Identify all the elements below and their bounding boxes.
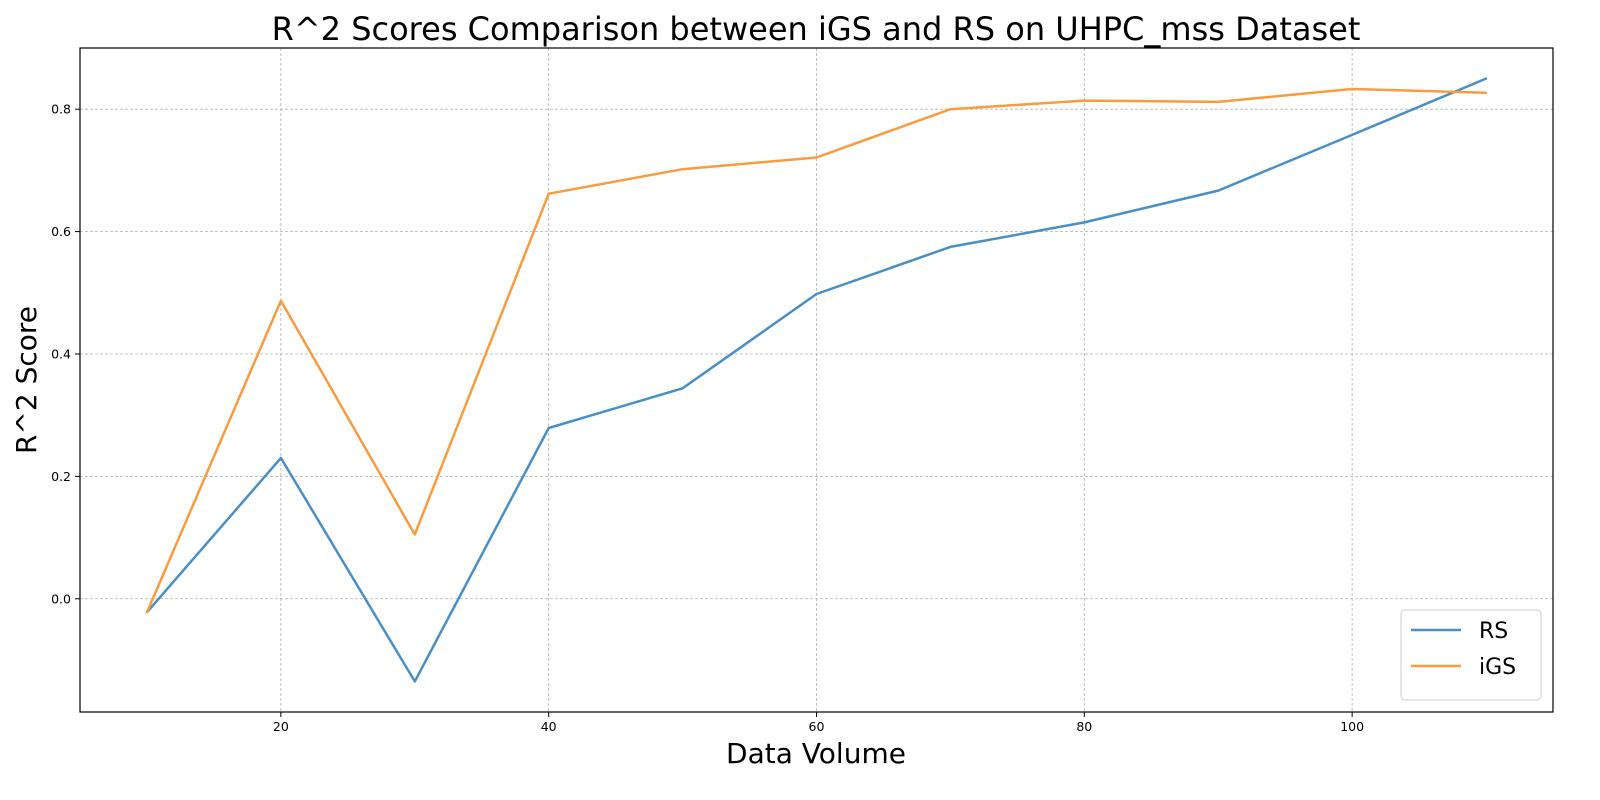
series-lines: [145, 77, 1488, 683]
chart-title: R^2 Scores Comparison between iGS and RS…: [272, 10, 1361, 48]
y-tick-label: 0.0: [51, 591, 71, 606]
grid-lines: [80, 48, 1553, 712]
y-axis-label: R^2 Score: [10, 306, 43, 454]
legend-label-rs: RS: [1479, 619, 1508, 644]
y-tick-label: 0.2: [51, 469, 71, 484]
y-tick-label: 0.4: [51, 346, 71, 361]
x-tick-label: 80: [1076, 719, 1092, 734]
y-tick-label: 0.8: [51, 102, 71, 117]
series-line-igs: [145, 87, 1488, 614]
series-line-rs: [145, 77, 1488, 683]
y-tick-label: 0.6: [51, 224, 71, 239]
x-tick-label: 100: [1340, 719, 1364, 734]
legend: RS iGS: [1400, 609, 1542, 701]
x-tick-label: 40: [541, 719, 557, 734]
legend-box: [1400, 609, 1542, 701]
x-tick-label: 60: [809, 719, 825, 734]
x-axis-label: Data Volume: [726, 737, 906, 770]
x-tick-label: 20: [273, 719, 289, 734]
axis-ticks: 20 40 60 80 100 0.0 0.2 0.4 0.6 0.8: [51, 102, 1364, 734]
legend-label-igs: iGS: [1479, 655, 1516, 680]
